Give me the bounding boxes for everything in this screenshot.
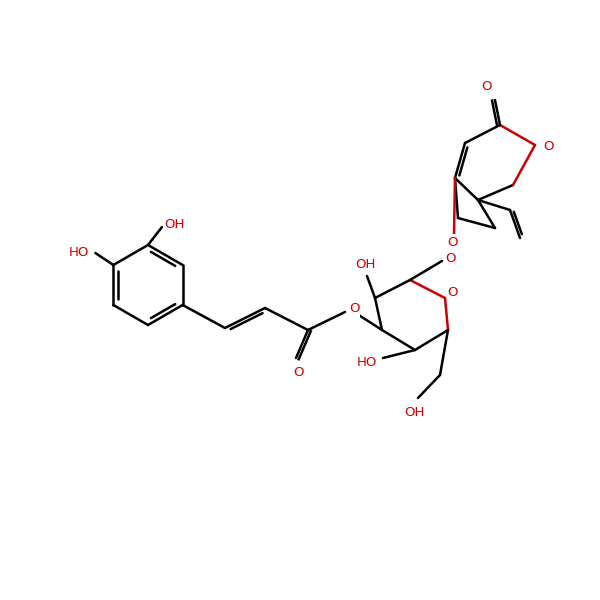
Text: O: O [482,79,492,92]
Text: OH: OH [404,406,424,419]
Text: O: O [447,235,457,248]
Text: OH: OH [164,218,184,232]
Text: O: O [544,140,554,154]
Text: OH: OH [355,257,375,271]
Text: O: O [445,251,455,265]
Text: O: O [448,286,458,299]
Text: HO: HO [69,247,89,259]
Text: HO: HO [357,355,377,368]
Text: O: O [349,302,359,316]
Text: O: O [293,365,303,379]
